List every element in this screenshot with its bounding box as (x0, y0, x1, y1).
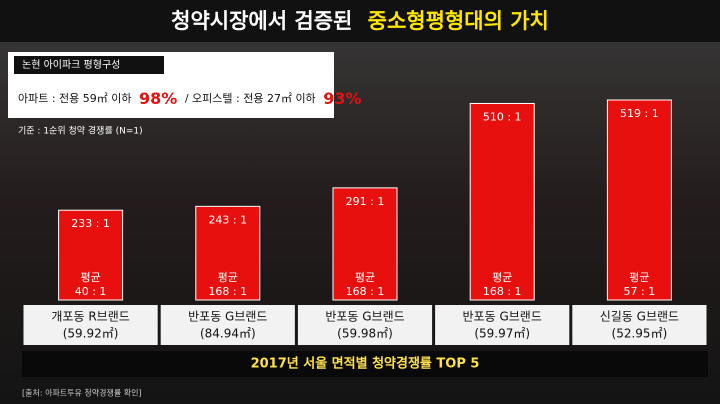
x-tick-label: 개포동 R브랜드 (51, 310, 129, 324)
value-label: 233 : 1 (71, 217, 110, 230)
average-title: 평균 (355, 271, 375, 284)
info-apt-share: 98% (139, 89, 177, 108)
area-label: (59.97㎡) (474, 327, 530, 341)
title-highlight: 중소형평형대의 가치 (368, 9, 549, 33)
info-office: / 오피스텔 : 전용 27㎡ 이하 (185, 91, 316, 105)
category-box (23, 305, 158, 345)
average-label: 168 : 1 (346, 285, 385, 298)
source: [출처: 아파트투유 청약경쟁률 확인] (22, 388, 142, 398)
average-label: 168 : 1 (483, 285, 522, 298)
area-label: (59.92㎡) (63, 327, 119, 341)
x-tick-label: 반포동 G브랜드 (188, 310, 267, 324)
bar (332, 187, 398, 301)
title-bar (0, 0, 720, 42)
title: 청약시장에서 검증된 중소형평형대의 가치 (171, 9, 549, 33)
value-label: 510 : 1 (483, 110, 522, 123)
info-apt: 아파트 : 전용 59㎡ 이하 (18, 91, 132, 105)
note: 기준 : 1순위 청약 경쟁률 (N=1) (18, 125, 143, 137)
caption-band (22, 351, 708, 377)
average-title: 평균 (218, 271, 238, 284)
average-label: 57 : 1 (624, 285, 656, 298)
area-label: (84.94㎡) (200, 327, 256, 341)
average-title: 평균 (629, 271, 649, 284)
category-box (297, 305, 433, 345)
area-label: (59.98㎡) (337, 327, 393, 341)
bar (195, 205, 261, 301)
area-label: (52.95㎡) (612, 327, 668, 341)
caption: 2017년 서울 면적별 청약경쟁률 TOP 5 (251, 356, 480, 372)
value-label: 291 : 1 (346, 195, 385, 208)
x-tick-label: 반포동 G브랜드 (325, 310, 404, 324)
average-title: 평균 (492, 271, 512, 284)
x-tick-label: 신길동 G브랜드 (600, 310, 679, 324)
bar (58, 209, 124, 301)
info-title: 논현 아이파크 평형구성 (22, 59, 120, 71)
title-text: 청약시장에서 검증된 (171, 9, 352, 33)
category-box (435, 305, 570, 345)
value-label: 243 : 1 (208, 213, 247, 226)
x-tick-label: 반포동 G브랜드 (463, 310, 542, 324)
info-row: 아파트 : 전용 59㎡ 이하 98% / 오피스텔 : 전용 27㎡ 이하 9… (18, 89, 361, 108)
average-label: 40 : 1 (75, 285, 107, 298)
info-header (14, 56, 164, 74)
category-box (572, 305, 707, 345)
bar (606, 99, 672, 301)
bar (469, 102, 535, 301)
average-label: 168 : 1 (208, 285, 247, 298)
value-label: 519 : 1 (620, 107, 659, 120)
info-office-share: 93% (323, 89, 361, 108)
category-box (160, 305, 295, 345)
average-title: 평균 (80, 271, 100, 284)
